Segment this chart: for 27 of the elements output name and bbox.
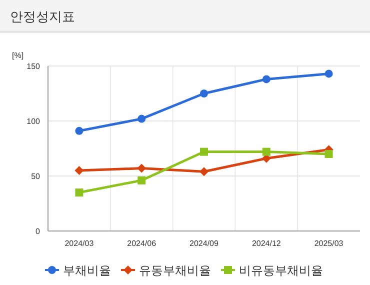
point (200, 167, 208, 176)
x-tick-label: 2024/03 (64, 239, 94, 248)
y-tick-label: 150 (26, 62, 41, 71)
x-tick-label: 2024/06 (127, 239, 157, 248)
point (75, 188, 84, 196)
y-tick-label: 100 (26, 117, 41, 126)
legend-label: 비유동부채비율 (239, 264, 323, 278)
y-tick-label: 0 (36, 227, 41, 236)
chart-title: 안정성지표 (10, 9, 75, 24)
point (200, 148, 208, 156)
point (262, 148, 270, 156)
x-tick-label: 2025/03 (314, 239, 344, 248)
legend-label: 부채비율 (63, 264, 111, 278)
y-tick-label: 50 (31, 172, 41, 181)
point (138, 176, 146, 184)
point (200, 90, 208, 98)
x-tick-label: 2024/12 (252, 239, 282, 248)
point (324, 70, 333, 78)
point (75, 126, 84, 135)
point (262, 75, 270, 84)
point (137, 164, 146, 173)
point (324, 150, 333, 158)
legend-label: 유동부채비율 (139, 264, 211, 278)
x-tick-label: 2024/09 (190, 239, 220, 248)
y-axis-title: [%] (12, 51, 24, 60)
point (138, 114, 146, 123)
point (74, 166, 84, 175)
